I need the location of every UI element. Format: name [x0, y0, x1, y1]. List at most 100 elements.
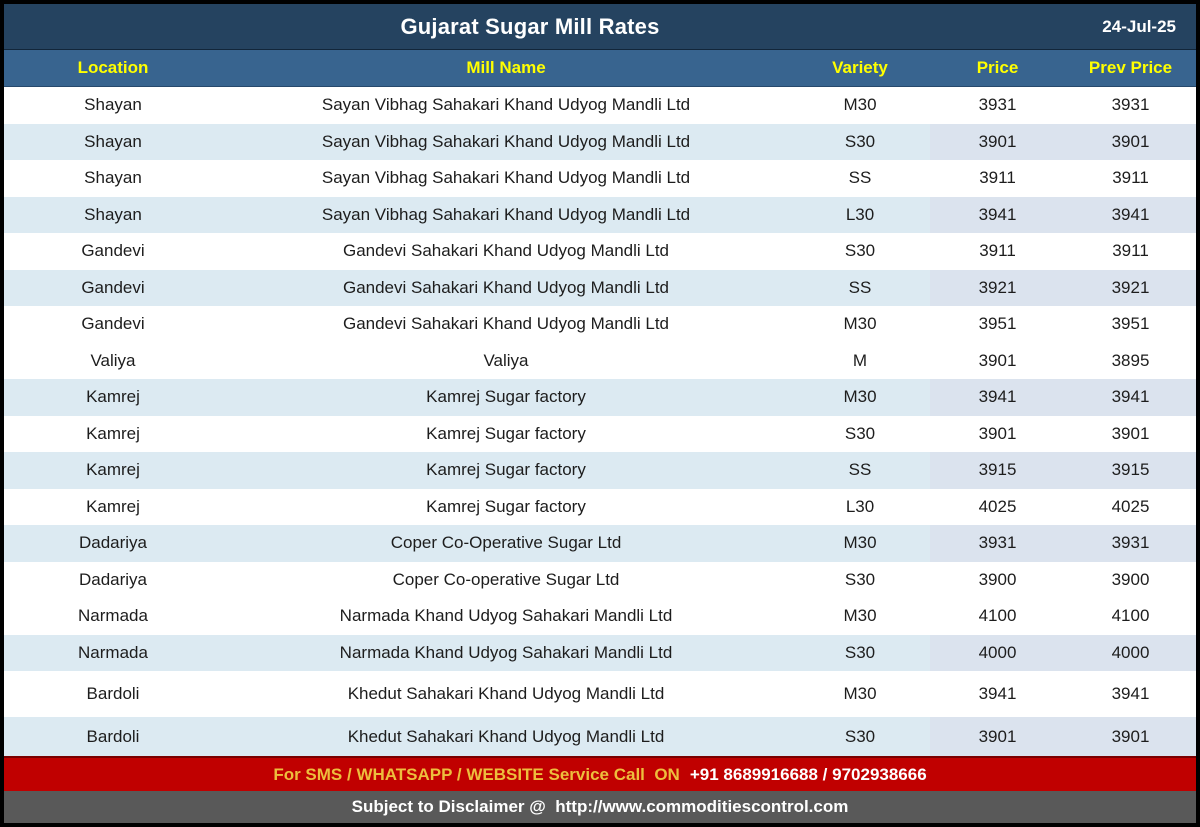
table-row: Gandevi Gandevi Sahakari Khand Udyog Man… [4, 306, 1196, 343]
cell-location: Kamrej [86, 423, 140, 443]
table-row: Gandevi Gandevi Sahakari Khand Udyog Man… [4, 269, 1196, 306]
disclaimer-text: Subject to Disclaimer @ http://www.commo… [351, 797, 849, 816]
cell-location: Dadariya [4, 525, 222, 562]
cell-mill-name: Valiya [483, 350, 529, 370]
table-row: Shayan Sayan Vibhag Sahakari Khand Udyog… [4, 123, 1196, 160]
cell-prev-price: 3911 [1112, 241, 1149, 261]
cell-mill-name: Kamrej Sugar factory [426, 496, 586, 516]
cell-mill-name: Khedut Sahakari Khand Udyog Mandli Ltd [347, 684, 665, 703]
cell-variety: M30 [843, 95, 877, 115]
cell-mill-name: Coper Co-Operative Sugar Ltd [222, 525, 790, 562]
cell-mill-name: Kamrej Sugar factory [222, 452, 790, 489]
cell-prev-price: 3931 [1065, 525, 1196, 562]
table-row: Kamrej Kamrej Sugar factory S30 3901 390… [4, 415, 1196, 452]
cell-location: Gandevi [4, 269, 222, 306]
cell-location: Kamrej [86, 496, 140, 516]
cell-variety: M30 [790, 525, 930, 562]
column-header-location: Location [77, 58, 149, 77]
cell-variety: M30 [790, 379, 930, 416]
cell-variety: S30 [844, 241, 876, 261]
cell-location: Shayan [84, 168, 142, 188]
cell-location: Dadariya [78, 569, 148, 589]
cell-mill-name: Kamrej Sugar factory [426, 423, 586, 443]
cell-prev-price: 3900 [1111, 569, 1150, 589]
cell-variety: S30 [790, 123, 930, 160]
cell-prev-price: 3915 [1065, 452, 1196, 489]
cell-prev-price: 3921 [1065, 269, 1196, 306]
table-row: Kamrej Kamrej Sugar factory M30 3941 394… [4, 379, 1196, 416]
cell-prev-price: 3901 [1065, 717, 1196, 756]
cell-variety: SS [790, 452, 930, 489]
cell-variety: S30 [844, 569, 876, 589]
table-row: Dadariya Coper Co-Operative Sugar Ltd M3… [4, 525, 1196, 562]
cell-price: 3901 [930, 123, 1065, 160]
cell-mill-name: Sayan Vibhag Sahakari Khand Udyog Mandli… [222, 196, 790, 233]
cell-mill-name: Sayan Vibhag Sahakari Khand Udyog Mandli… [321, 95, 691, 115]
cell-variety: M30 [843, 606, 877, 626]
cell-variety: SS [790, 269, 930, 306]
cell-prev-price: 3941 [1065, 379, 1196, 416]
cell-price: 4100 [978, 606, 1017, 626]
cell-location: Shayan [4, 196, 222, 233]
column-header-variety: Variety [832, 58, 888, 77]
cell-location: Bardoli [4, 717, 222, 756]
cell-variety: M30 [843, 684, 877, 703]
cell-mill-name: Gandevi Sahakari Khand Udyog Mandli Ltd [342, 241, 670, 261]
cell-mill-name: Sayan Vibhag Sahakari Khand Udyog Mandli… [222, 123, 790, 160]
cell-variety: SS [848, 168, 872, 188]
cell-prev-price: 4100 [1111, 606, 1150, 626]
service-banner-label: For SMS / WHATSAPP / WEBSITE Service Cal… [273, 764, 680, 784]
cell-price: 3901 [978, 350, 1017, 370]
table-row: Dadariya Coper Co-operative Sugar Ltd S3… [4, 561, 1196, 598]
table-row: Bardoli Khedut Sahakari Khand Udyog Mand… [4, 671, 1196, 717]
column-header-mill-name: Mill Name [466, 58, 546, 77]
cell-mill-name: Gandevi Sahakari Khand Udyog Mandli Ltd [222, 269, 790, 306]
cell-location: Gandevi [81, 241, 145, 261]
cell-mill-name: Narmada Khand Udyog Sahakari Mandli Ltd [222, 634, 790, 671]
table-row: Shayan Sayan Vibhag Sahakari Khand Udyog… [4, 87, 1196, 124]
table-body: Shayan Sayan Vibhag Sahakari Khand Udyog… [4, 87, 1196, 756]
column-header-price: Price [976, 58, 1019, 77]
cell-location: Shayan [4, 123, 222, 160]
table-header: Location Mill Name Variety Price Prev Pr… [4, 50, 1196, 87]
cell-price: 3941 [978, 684, 1017, 703]
cell-prev-price: 3911 [1112, 168, 1149, 188]
cell-price: 3911 [979, 241, 1016, 261]
cell-variety: M30 [843, 314, 877, 334]
cell-price: 3901 [978, 423, 1017, 443]
page-title: Gujarat Sugar Mill Rates [400, 13, 660, 39]
cell-prev-price: 3895 [1111, 350, 1150, 370]
cell-mill-name: Khedut Sahakari Khand Udyog Mandli Ltd [222, 717, 790, 756]
cell-price: 3921 [930, 269, 1065, 306]
cell-location: Valiya [90, 350, 136, 370]
cell-mill-name: Sayan Vibhag Sahakari Khand Udyog Mandli… [321, 168, 691, 188]
cell-prev-price: 4000 [1065, 634, 1196, 671]
cell-location: Narmada [4, 634, 222, 671]
cell-price: 3931 [930, 525, 1065, 562]
table-row: Shayan Sayan Vibhag Sahakari Khand Udyog… [4, 160, 1196, 197]
cell-mill-name: Kamrej Sugar factory [222, 379, 790, 416]
cell-variety: M [852, 350, 868, 370]
cell-prev-price: 3901 [1111, 423, 1150, 443]
cell-variety: S30 [844, 423, 876, 443]
cell-price: 4000 [930, 634, 1065, 671]
cell-location: Kamrej [4, 452, 222, 489]
cell-prev-price: 3941 [1065, 196, 1196, 233]
cell-price: 4025 [978, 496, 1017, 516]
table-row: Narmada Narmada Khand Udyog Sahakari Man… [4, 598, 1196, 635]
title-bar: Gujarat Sugar Mill Rates 24-Jul-25 [4, 4, 1196, 50]
cell-mill-name: Narmada Khand Udyog Sahakari Mandli Ltd [339, 606, 673, 626]
cell-price: 3941 [930, 196, 1065, 233]
disclaimer-bar: Subject to Disclaimer @ http://www.commo… [4, 791, 1196, 823]
cell-price: 3915 [930, 452, 1065, 489]
table-row: Shayan Sayan Vibhag Sahakari Khand Udyog… [4, 196, 1196, 233]
cell-variety: L30 [790, 196, 930, 233]
cell-price: 3951 [978, 314, 1017, 334]
report-date: 24-Jul-25 [1102, 16, 1176, 36]
cell-location: Shayan [84, 95, 142, 115]
table-row: Bardoli Khedut Sahakari Khand Udyog Mand… [4, 717, 1196, 756]
cell-prev-price: 3941 [1111, 684, 1150, 703]
cell-price: 3911 [979, 168, 1016, 188]
cell-variety: S30 [790, 634, 930, 671]
